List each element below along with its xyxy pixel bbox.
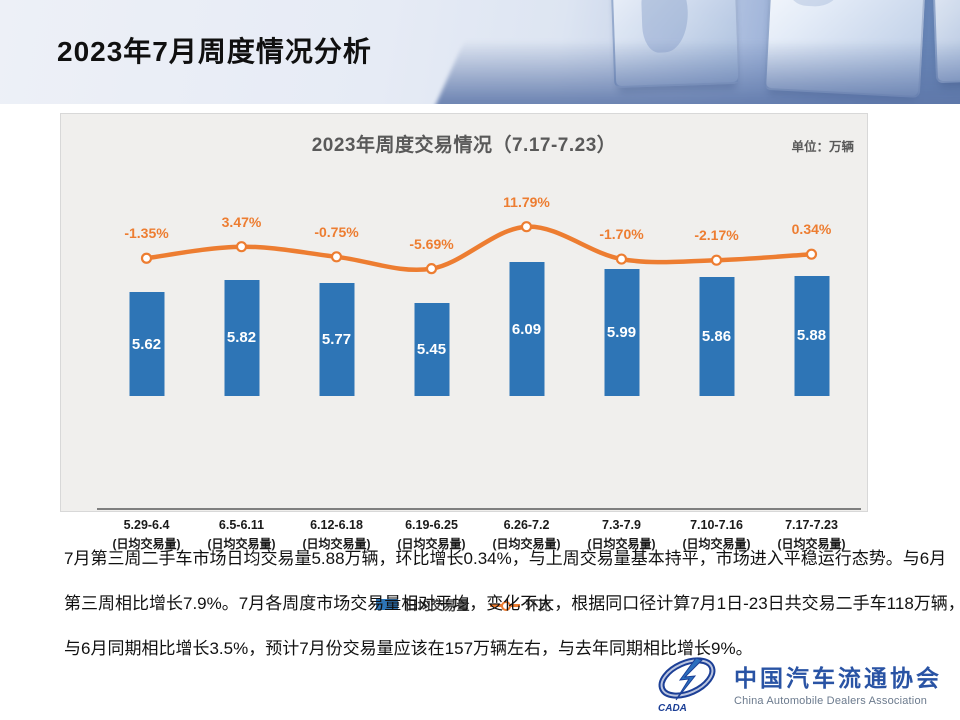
bar-columns: 5.62 5.82 5.77 5.45 6.09 5.99 5.86 5.88: [99, 114, 859, 396]
line-marker: [140, 252, 153, 264]
cada-logo-text: 中国汽车流通协会 China Automobile Dealers Associ…: [734, 659, 942, 707]
bar-column: 6.09: [479, 114, 574, 396]
bar-6.5-6.11: 5.82: [224, 279, 259, 396]
bar-6.26-7.2: 6.09: [509, 262, 544, 396]
x-axis-tick: 5.29-6.4 (日均交易量): [99, 518, 194, 552]
legend-item-bar: 日均交易量: [376, 595, 470, 614]
x-axis-tick: 6.19-6.25 (日均交易量): [384, 518, 479, 552]
pct-label: -2.17%: [694, 227, 739, 244]
tick-date: 6.19-6.25: [405, 518, 458, 532]
bar-column: 5.86: [669, 114, 764, 396]
pct-label: -1.70%: [599, 226, 644, 243]
logo-name-en: China Automobile Dealers Association: [734, 695, 928, 707]
bar-column: 5.99: [574, 114, 669, 396]
bar-column: 5.62: [99, 114, 194, 396]
x-axis-line: [97, 508, 861, 510]
line-swatch: [489, 600, 520, 611]
line-marker: [805, 248, 818, 260]
bar-value-label: 5.86: [701, 328, 732, 345]
summary-line: 与6月同期相比增长3.5%，预计7月份交易量应该在157万辆左右，与去年同期相比…: [64, 639, 753, 658]
x-axis-tick: 6.26-7.2 (日均交易量): [479, 518, 574, 552]
bar-value-label: 5.88: [796, 327, 827, 345]
pct-label: 11.79%: [503, 193, 550, 210]
legend-line-label: 环比: [525, 598, 552, 613]
x-axis-tick: 6.5-6.11 (日均交易量): [194, 518, 289, 552]
x-axis-tick: 6.12-6.18 (日均交易量): [289, 518, 384, 552]
pct-label: 3.47%: [221, 213, 262, 230]
bar-value-label: 5.77: [321, 330, 352, 348]
page-title: 2023年7月周度情况分析: [57, 36, 372, 67]
bar-column: 5.45: [384, 114, 479, 396]
decor-map: [788, 0, 843, 8]
header-banner: 2023年7月周度情况分析: [0, 0, 960, 104]
tick-sublabel: (日均交易量): [587, 537, 656, 551]
bar-value-label: 5.82: [226, 329, 257, 347]
pct-label: -5.69%: [409, 235, 454, 252]
bar-7.17-7.23: 5.88: [794, 275, 829, 396]
line-marker: [710, 254, 723, 266]
x-axis-tick: 7.3-7.9 (日均交易量): [574, 518, 669, 552]
tick-date: 5.29-6.4: [123, 518, 170, 532]
chart-unit-label: 单位：万辆: [791, 140, 854, 154]
ratio-line-series: [140, 221, 818, 275]
summary-line: 第三周相比增长7.9%。7月各周度市场交易量相对平均，变化不大，根据同口径计算7…: [64, 594, 960, 613]
x-axis-labels: 5.29-6.4 (日均交易量) 6.5-6.11 (日均交易量) 6.12-6.18 (…: [99, 518, 859, 552]
svg-text:CADA: CADA: [658, 703, 687, 714]
tick-date: 7.10-7.16: [690, 518, 743, 532]
logo-name-cn: 中国汽车流通协会: [734, 666, 942, 691]
bar-value-label: 5.62: [131, 335, 162, 353]
tick-sublabel: (日均交易量): [302, 537, 371, 551]
bar-column: 5.82: [194, 114, 289, 396]
bar-6.19-6.25: 5.45: [414, 303, 449, 396]
chart-plot-area: 5.62 5.82 5.77 5.45 6.09 5.99 5.86 5.88 -1.35% 3…: [99, 114, 859, 396]
tick-date: 7.3-7.9: [602, 518, 641, 532]
summary-paragraph: 7月第三周二手车市场日均交易量5.88万辆，环比增长0.34%，与上周交易量基本…: [64, 536, 960, 671]
bar-5.29-6.4: 5.62: [129, 292, 164, 396]
tick-sublabel: (日均交易量): [682, 537, 751, 551]
cada-logo: CADA 中国汽车流通协会 China Automobile Dealers A…: [650, 652, 942, 714]
pct-label: -0.75%: [314, 223, 359, 240]
line-marker: [235, 241, 248, 253]
tick-sublabel: (日均交易量): [207, 537, 276, 551]
tick-date: 7.17-7.23: [785, 518, 838, 532]
chart-title: 2023年周度交易情况（7.17-7.23）: [311, 135, 617, 156]
line-marker: [330, 251, 343, 263]
decor-floor: [415, 40, 960, 104]
tick-date: 6.5-6.11: [218, 518, 265, 532]
bar-7.3-7.9: 5.99: [604, 268, 639, 396]
bar-column: 5.88: [764, 114, 859, 396]
pct-label: -1.35%: [124, 225, 169, 242]
bar-value-label: 6.09: [511, 320, 542, 338]
x-axis-tick: 7.10-7.16 (日均交易量): [669, 518, 764, 552]
tick-sublabel: (日均交易量): [492, 537, 561, 551]
bar-column: 5.77: [289, 114, 384, 396]
summary-line: 7月第三周二手车市场日均交易量5.88万辆，环比增长0.34%，与上周交易量基本…: [64, 549, 947, 568]
bar-swatch: [376, 599, 399, 610]
tick-sublabel: (日均交易量): [397, 537, 466, 551]
legend-bar-label: 日均交易量: [404, 598, 470, 613]
tick-sublabel: (日均交易量): [112, 537, 181, 551]
bar-7.10-7.16: 5.86: [699, 277, 734, 396]
line-marker: [615, 253, 628, 265]
line-marker: [425, 263, 438, 275]
tick-date: 6.26-7.2: [503, 518, 550, 532]
tick-sublabel: (日均交易量): [777, 537, 846, 551]
bar-6.12-6.18: 5.77: [319, 282, 354, 396]
bar-value-label: 5.99: [606, 323, 637, 341]
cada-logo-mark: CADA: [658, 657, 716, 714]
line-marker: [520, 221, 533, 233]
chart-panel: 2023年周度交易情况（7.17-7.23） 单位：万辆 5.62 5.82 5.7…: [60, 113, 868, 613]
legend-item-line: 环比: [489, 595, 552, 614]
bar-value-label: 5.45: [416, 341, 447, 359]
x-axis-tick: 7.17-7.23 (日均交易量): [764, 518, 859, 552]
pct-label: 0.34%: [791, 221, 832, 238]
chart-legend: 日均交易量 环比: [61, 595, 867, 614]
tick-date: 6.12-6.18: [310, 518, 363, 532]
